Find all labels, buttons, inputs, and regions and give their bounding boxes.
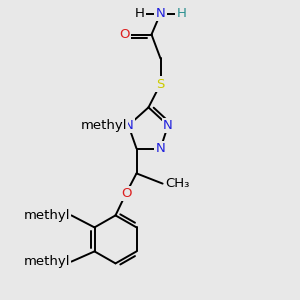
Text: methyl: methyl bbox=[23, 209, 70, 222]
Text: H: H bbox=[177, 7, 186, 20]
Text: N: N bbox=[163, 119, 173, 132]
Text: O: O bbox=[119, 28, 130, 41]
Text: S: S bbox=[156, 77, 165, 91]
Text: H: H bbox=[135, 7, 145, 20]
Text: N: N bbox=[124, 119, 133, 132]
Text: methyl: methyl bbox=[23, 255, 70, 268]
Text: N: N bbox=[156, 7, 165, 20]
Text: O: O bbox=[121, 187, 131, 200]
Text: CH₃: CH₃ bbox=[165, 177, 189, 190]
Text: N: N bbox=[156, 142, 165, 155]
Text: methyl: methyl bbox=[80, 119, 127, 132]
